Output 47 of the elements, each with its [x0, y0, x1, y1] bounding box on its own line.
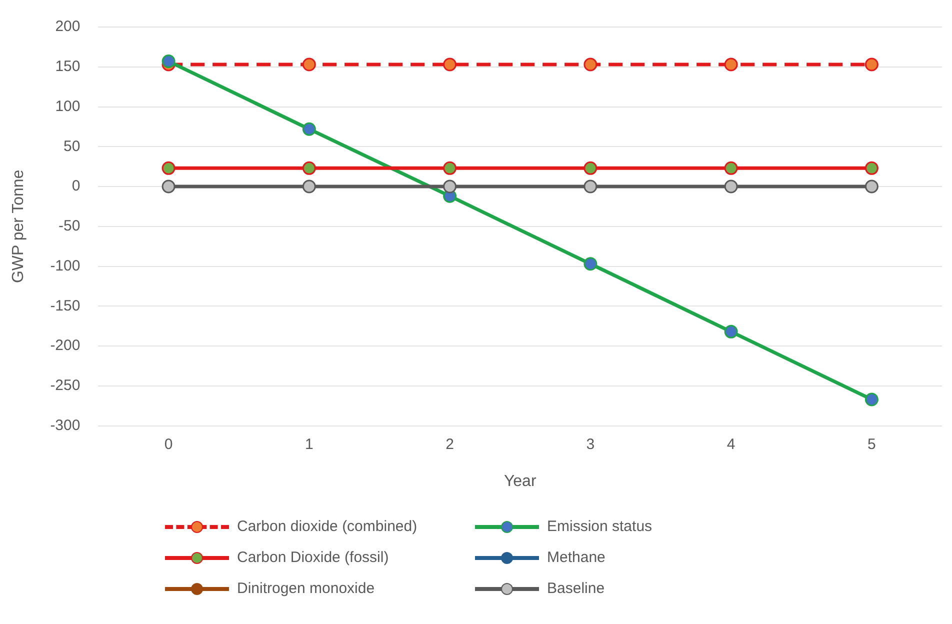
legend-label: Baseline — [547, 580, 605, 597]
point — [864, 180, 878, 194]
point — [724, 180, 738, 194]
y-tick-label: -100 — [50, 257, 80, 274]
y-tick-label: -200 — [50, 337, 80, 354]
point — [443, 161, 457, 175]
x-tick-label: 3 — [586, 436, 595, 453]
y-tick-label: 100 — [55, 98, 80, 115]
y-tick-label: -250 — [50, 377, 80, 394]
legend-label: Methane — [547, 549, 606, 566]
y-tick-label: 200 — [55, 18, 80, 36]
point — [302, 180, 316, 194]
point — [864, 58, 878, 72]
point — [724, 161, 738, 175]
x-tick-label: 5 — [868, 436, 876, 453]
y-tick-label: -150 — [50, 297, 80, 314]
legend-label: Carbon dioxide (combined) — [237, 518, 418, 535]
point — [443, 180, 457, 194]
x-tick-label: 2 — [446, 436, 454, 453]
x-tick-label: 1 — [304, 436, 314, 453]
point — [162, 54, 176, 68]
legend-label: Emission status — [547, 518, 652, 535]
x-axis-title: Year — [504, 472, 537, 490]
x-tick-label: 0 — [164, 436, 173, 453]
legend-label: Carbon Dioxide (fossil) — [237, 549, 389, 566]
point — [584, 58, 598, 72]
point — [584, 257, 598, 271]
point — [724, 58, 738, 72]
point — [584, 180, 598, 194]
point — [302, 122, 316, 136]
y-tick-label: 150 — [55, 58, 80, 76]
point — [443, 58, 457, 72]
point — [864, 161, 878, 175]
y-tick-label: 0 — [72, 178, 80, 195]
point — [724, 324, 738, 338]
y-tick-label: -300 — [50, 416, 80, 434]
y-tick-label: 50 — [64, 138, 80, 155]
legend-label: Dinitrogen monoxide — [237, 580, 375, 597]
point — [302, 161, 316, 175]
point — [162, 180, 176, 194]
y-axis-title: GWP per Tonne — [10, 170, 28, 284]
point — [864, 392, 878, 406]
point — [162, 161, 176, 175]
point — [584, 161, 598, 175]
x-tick-label: 4 — [726, 436, 736, 453]
y-tick-label: -50 — [58, 218, 80, 235]
point — [302, 58, 316, 72]
